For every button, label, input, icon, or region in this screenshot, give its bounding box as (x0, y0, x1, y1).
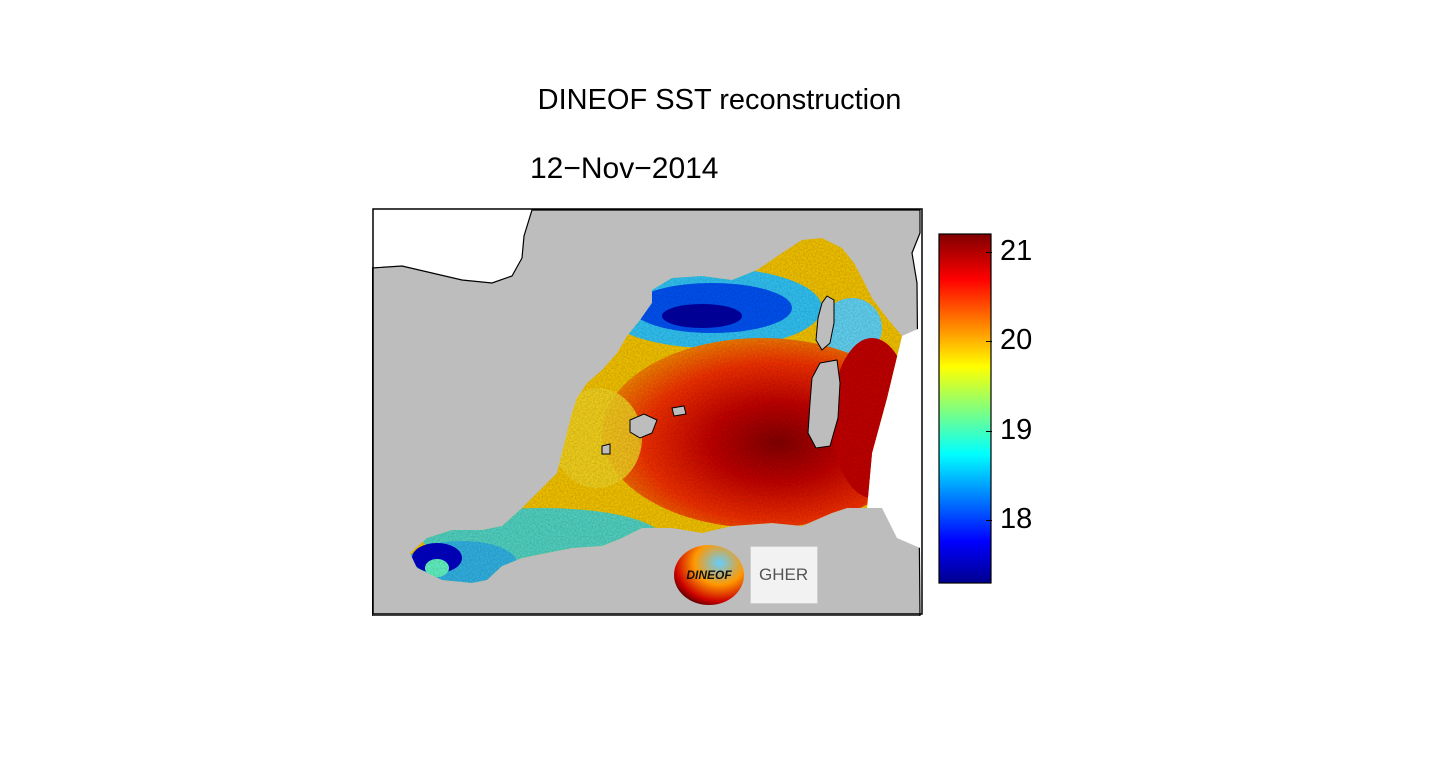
colorbar-tick-mark (986, 520, 992, 522)
colorbar (938, 233, 992, 584)
colorbar-tick-label: 19 (1000, 413, 1033, 446)
island-corsica (815, 295, 835, 351)
island-mallorca (629, 413, 658, 439)
map-title: DINEOF SST reconstruction (537, 84, 902, 116)
colorbar-tick-label: 20 (1000, 324, 1033, 357)
colorbar-tick-mark (986, 341, 992, 343)
map-date: 12−Nov−2014 (530, 152, 719, 185)
island-sardinia (807, 359, 841, 449)
island-menorca (671, 405, 687, 417)
sst-map (372, 208, 924, 616)
colorbar-tick-mark (986, 430, 992, 432)
colorbar-tick-label: 21 (1000, 234, 1033, 267)
svg-text:DINEOF: DINEOF (686, 568, 732, 582)
colorbar-tick-label: 18 (1000, 503, 1033, 536)
island-ibiza (601, 443, 611, 455)
dineof-logo: DINEOF (672, 544, 746, 606)
gher-logo: GHER (750, 546, 818, 604)
colorbar-tick-mark (986, 251, 992, 253)
